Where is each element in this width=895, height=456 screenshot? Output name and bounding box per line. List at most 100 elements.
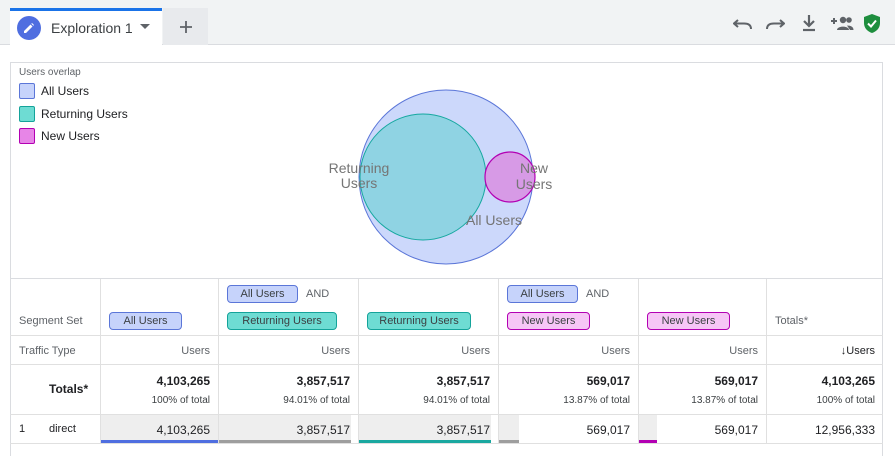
segment-table: Segment Set All Users All Users AND Retu… (10, 278, 883, 444)
cell-bar-bg (101, 415, 219, 443)
legend-swatch (19, 106, 35, 122)
legend-item-all-users[interactable]: All Users (19, 83, 89, 99)
add-tab-button[interactable] (163, 8, 208, 45)
exploration-canvas (10, 62, 883, 456)
metric-label: Users (181, 345, 210, 357)
total-percent: 94.01% of total (423, 395, 490, 406)
venn-label-returning: Returning (329, 160, 390, 176)
total-value: 4,103,265 (821, 374, 875, 388)
redo-icon[interactable] (764, 12, 786, 34)
total-cell: 3,857,517 94.01% of total (218, 365, 358, 414)
cell-bar-bg (499, 415, 519, 443)
cell-bar-bg (639, 415, 657, 443)
metric-header-sorted[interactable]: ↓Users (766, 336, 883, 364)
and-label: AND (306, 288, 330, 300)
cell-bar-bg (359, 415, 491, 443)
total-value: 569,017 (586, 374, 630, 388)
segment-chip-returning-users[interactable]: Returning Users (367, 312, 471, 330)
metric-label: Users (601, 345, 630, 357)
chevron-down-icon[interactable] (140, 24, 150, 29)
totals-heading: Totals* (775, 315, 809, 327)
segment-chip-all-users[interactable]: All Users (109, 312, 182, 330)
tab-exploration[interactable]: Exploration 1 (10, 8, 162, 45)
total-value: 4,103,265 (156, 374, 210, 388)
total-percent: 13.87% of total (691, 395, 758, 406)
venn-label-new: New (520, 160, 549, 176)
total-cell: 569,017 13.87% of total (498, 365, 638, 414)
metric-label: ↓Users (840, 345, 875, 357)
total-cell: 4,103,265 100% of total (100, 365, 218, 414)
row-index: 1 (19, 423, 26, 435)
segment-set-row: Segment Set All Users All Users AND Retu… (10, 279, 883, 336)
legend-label: New Users (41, 129, 100, 143)
total-value: 3,857,517 (436, 374, 490, 388)
traffic-type-label: Traffic Type (19, 345, 76, 357)
segment-chip-returning-users[interactable]: Returning Users (227, 312, 337, 330)
total-percent: 100% of total (151, 395, 210, 406)
total-cell: 569,017 13.87% of total (638, 365, 766, 414)
cell-bar (359, 440, 491, 443)
segment-chip-new-users[interactable]: New Users (507, 312, 590, 330)
data-cell: 12,956,333 (766, 415, 883, 443)
shield-check-icon[interactable] (861, 12, 883, 34)
total-value: 569,017 (714, 374, 758, 388)
tab-title: Exploration 1 (51, 20, 133, 36)
total-percent: 13.87% of total (563, 395, 630, 406)
segment-chip-all-users[interactable]: All Users (507, 285, 578, 303)
metric-header[interactable]: Users (100, 336, 218, 364)
and-label: AND (586, 288, 610, 300)
venn-label-new-2: Users (516, 176, 553, 192)
data-cell: 569,017 (498, 415, 638, 443)
tab-bar: Exploration 1 (0, 0, 895, 45)
data-cell: 3,857,517 (218, 415, 358, 443)
cell-bar (219, 440, 351, 443)
totals-column-header: Totals* (766, 279, 883, 335)
segment-set-label: Segment Set (19, 315, 83, 327)
total-cell: 3,857,517 94.01% of total (358, 365, 498, 414)
total-percent: 100% of total (816, 395, 875, 406)
segment-column-header[interactable]: Returning Users (358, 279, 498, 335)
venn-circle-new-users[interactable] (484, 151, 536, 203)
metric-header[interactable]: Users (218, 336, 358, 364)
cell-value: 3,857,517 (436, 423, 490, 437)
total-value: 3,857,517 (296, 374, 350, 388)
legend-label: Returning Users (41, 107, 128, 121)
pencil-icon[interactable] (17, 16, 41, 40)
metric-header-row: Traffic Type Users Users Users Users Use… (10, 336, 883, 365)
segment-column-header[interactable]: All Users (100, 279, 218, 335)
totals-label: Totals* (49, 382, 89, 396)
venn-diagram: Returning Users New Users All Users (329, 89, 553, 265)
legend-item-returning-users[interactable]: Returning Users (19, 106, 128, 122)
cell-bar (499, 440, 519, 443)
cell-value: 569,017 (714, 423, 758, 437)
segment-chip-all-users[interactable]: All Users (227, 285, 298, 303)
row-name: direct (49, 423, 76, 435)
cell-bar-bg (219, 415, 351, 443)
total-percent: 94.01% of total (283, 395, 350, 406)
metric-header[interactable]: Users (498, 336, 638, 364)
download-icon[interactable] (798, 12, 820, 34)
venn-title: Users overlap (19, 67, 81, 78)
table-row[interactable]: 1 direct 4,103,265 3,857,517 3,857,517 (10, 415, 883, 444)
total-cell: 4,103,265 100% of total (766, 365, 883, 414)
metric-header[interactable]: Users (638, 336, 766, 364)
cell-value: 12,956,333 (814, 423, 875, 437)
legend-label: All Users (41, 84, 90, 98)
segment-chip-new-users[interactable]: New Users (647, 312, 730, 330)
segment-column-header[interactable]: New Users (638, 279, 766, 335)
segment-column-header[interactable]: All Users AND Returning Users (218, 279, 358, 335)
add-person-icon[interactable] (829, 12, 855, 34)
data-cell: 3,857,517 (358, 415, 498, 443)
cell-bar (101, 440, 219, 443)
data-cell: 569,017 (638, 415, 766, 443)
undo-icon[interactable] (732, 12, 754, 34)
data-cell: 4,103,265 (100, 415, 219, 443)
cell-value: 4,103,265 (156, 423, 210, 437)
venn-label-returning-2: Users (341, 175, 378, 191)
legend-item-new-users[interactable]: New Users (19, 128, 100, 144)
cell-value: 569,017 (586, 423, 630, 437)
segment-column-header[interactable]: All Users AND New Users (498, 279, 638, 335)
metric-header[interactable]: Users (358, 336, 498, 364)
cell-bar (639, 440, 657, 443)
